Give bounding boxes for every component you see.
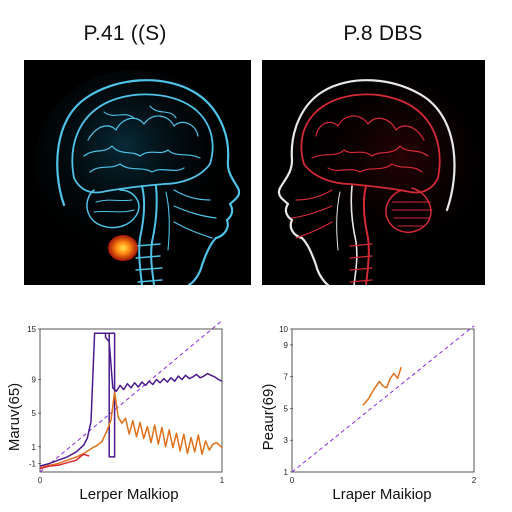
chart-right-ytick-label: 3 bbox=[284, 436, 289, 445]
chart-right-ytick-label: 7 bbox=[284, 373, 289, 382]
chart-right-xtick-label: 2 bbox=[472, 476, 477, 485]
chart-left-xtick-label: 0 bbox=[38, 476, 43, 485]
chart-right-ytick-label: 9 bbox=[284, 341, 289, 350]
chart-left-ytick-label: 5 bbox=[32, 409, 37, 418]
brain-scan-right-image bbox=[262, 60, 485, 285]
chart-right-ytick-label: 5 bbox=[284, 404, 289, 413]
line-chart-left: Maruv(65) Lerper Malkiop 15 9 5 1 -1 0 1 bbox=[0, 312, 250, 512]
chart-right-ytick-label: 1 bbox=[284, 468, 289, 477]
chart-left-series-line-0 bbox=[39, 332, 223, 467]
brain-scan-left-image bbox=[24, 60, 251, 285]
chart-right-ytick-label: 10 bbox=[279, 325, 288, 334]
chart-left-ylabel: Maruv(65) bbox=[6, 383, 23, 451]
chart-left-ytick-label: -1 bbox=[29, 460, 37, 469]
chart-right-plot-frame bbox=[291, 328, 475, 473]
line-chart-left-svg: Maruv(65) Lerper Malkiop 15 9 5 1 -10 1 bbox=[6, 320, 225, 503]
chart-right-series-line-0 bbox=[362, 366, 402, 406]
panel-title-left: P.41 ((S) bbox=[83, 22, 167, 45]
line-chart-right-svg: Peaur(69) Lraper Maikiop 10 9 7 5 3 10 2 bbox=[260, 325, 477, 503]
chart-left-ytick-label: 1 bbox=[32, 443, 37, 452]
chart-right-xtick-label: 0 bbox=[290, 476, 295, 485]
chart-right-ylabel: Peaur(69) bbox=[260, 384, 277, 451]
chart-left-plot-frame bbox=[39, 328, 223, 473]
line-chart-right: Peaur(69) Lraper Maikiop 10 9 7 5 3 1 0 2 bbox=[256, 312, 512, 512]
chart-left-series-line-2 bbox=[39, 453, 90, 470]
chart-left-reference-line bbox=[39, 320, 223, 473]
chart-left-xlabel: Lerper Malkiop bbox=[79, 486, 178, 503]
brain-scan-left bbox=[24, 60, 251, 285]
chart-left-ytick-label: 15 bbox=[27, 325, 36, 334]
chart-right-xlabel: Lraper Maikiop bbox=[332, 486, 431, 503]
chart-left-xtick-label: 1 bbox=[220, 476, 225, 485]
panel-title-right: P.8 DBS bbox=[343, 22, 423, 45]
chart-right-reference-line bbox=[291, 325, 475, 473]
chart-left-series-line-1 bbox=[39, 391, 223, 469]
brain-scan-right bbox=[262, 60, 485, 285]
hotspot-marker bbox=[108, 235, 138, 261]
chart-left-ytick-label: 9 bbox=[32, 375, 37, 384]
